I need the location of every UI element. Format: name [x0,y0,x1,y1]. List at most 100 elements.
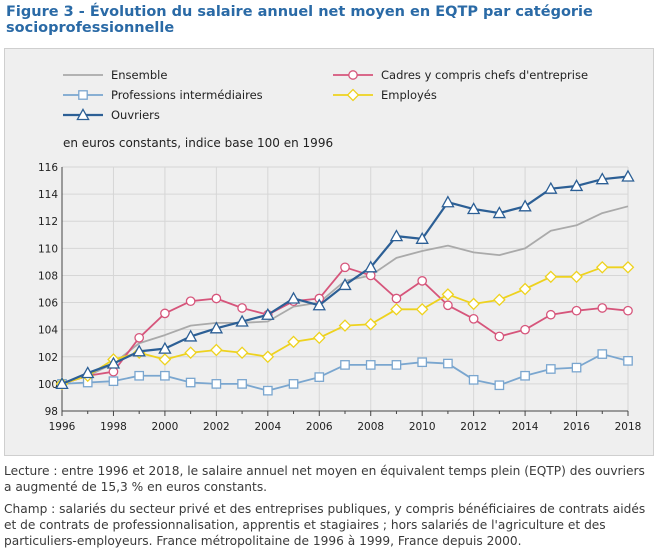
data-point [417,276,428,286]
data-point [235,346,249,360]
data-point [518,199,532,212]
data-point [569,179,584,192]
data-point [545,309,556,320]
data-point [158,353,172,366]
data-point [415,231,429,244]
x-tick-label: 2016 [563,421,590,433]
data-point [184,346,197,360]
data-point [312,298,326,311]
data-point [595,260,609,274]
x-tick-label: 2018 [615,421,642,433]
data-point [314,372,325,382]
legend-label: Professions intermédiaires [111,88,263,102]
data-point [134,332,145,343]
data-point [597,349,608,359]
data-point [132,344,146,357]
data-point [106,356,121,369]
x-tick-label: 1996 [49,421,76,433]
data-point [287,335,300,349]
data-point [261,350,275,364]
chart-subtitle: en euros constants, indice base 100 en 1… [63,136,333,150]
champ-note: Champ : salariés du secteur privé et des… [4,502,646,548]
line-chart: Ensemble Cadres y compris chefs d'entrepr… [38,68,641,433]
legend-item: Ouvriers [63,108,160,122]
y-tick-label: 110 [38,243,58,255]
legend-item: Professions intermédiaires [63,88,263,102]
legend-marker [346,88,360,102]
data-point [621,260,635,274]
data-point [338,277,352,291]
y-tick-label: 114 [38,189,58,201]
data-point [441,288,455,301]
data-point [443,300,453,311]
data-point [443,358,453,369]
data-point [391,360,402,370]
y-tick-label: 108 [38,270,58,282]
data-point [597,303,608,313]
data-point [185,296,196,307]
data-point [237,303,247,313]
data-point [441,195,455,208]
legend-label: Employés [381,88,437,102]
data-point [595,172,609,185]
data-point [390,303,403,316]
data-point [210,343,223,357]
data-point [545,364,556,374]
data-point [468,374,479,385]
data-point [183,329,198,342]
data-point [158,341,172,354]
legend-item: Cadres y compris chefs d'entreprise [333,68,588,82]
legend-item: Ensemble [63,68,167,82]
data-point [570,270,583,284]
data-point [417,357,428,368]
x-tick-label: 1998 [100,421,127,433]
series-lines [55,169,635,396]
data-point [494,380,505,391]
y-tick-label: 112 [38,216,58,228]
y-tick-label: 104 [38,325,58,337]
data-point [261,307,275,320]
x-tick-label: 2002 [203,421,230,433]
data-point [571,305,582,316]
x-tick-label: 2004 [254,421,281,433]
data-point [286,291,301,304]
data-point [468,313,479,324]
data-point [211,293,222,304]
x-tick-label: 2006 [306,421,333,433]
data-point [492,206,507,219]
data-point [623,355,633,366]
y-tick-label: 102 [38,352,58,364]
y-tick-label: 98 [45,406,58,418]
data-point [262,385,273,396]
legend-item: Employés [333,88,437,102]
data-point [108,366,119,377]
data-point [389,229,404,242]
series-professions-interm-diaires [57,349,633,396]
series-line [61,353,629,392]
legend: Ensemble Cadres y compris chefs d'entrepr… [63,68,588,122]
series-ouvriers [55,169,635,390]
y-tick-label: 100 [38,379,58,391]
data-point [544,270,558,284]
data-point [108,376,119,387]
data-point [81,366,95,379]
legend-label: Ensemble [111,68,167,82]
x-tick-label: 2014 [512,421,539,433]
y-tick-label: 116 [38,162,58,174]
data-point [160,308,170,319]
x-tick-label: 2008 [357,421,384,433]
data-point [391,293,402,304]
data-point [365,270,376,281]
legend-marker [76,108,90,121]
data-point [235,314,249,327]
data-point [415,303,429,316]
legend-marker [348,70,358,80]
data-point [493,293,506,307]
data-point [621,169,635,182]
legend-label: Ouvriers [111,108,160,122]
data-point [623,305,633,316]
data-point [338,319,352,332]
figure-title: Figure 3 - Évolution du salaire annuel n… [6,4,593,36]
axes: 98 100 102 104 106 108 110 112 114 116 1996 1998 200… [38,162,641,433]
data-point [288,379,299,389]
